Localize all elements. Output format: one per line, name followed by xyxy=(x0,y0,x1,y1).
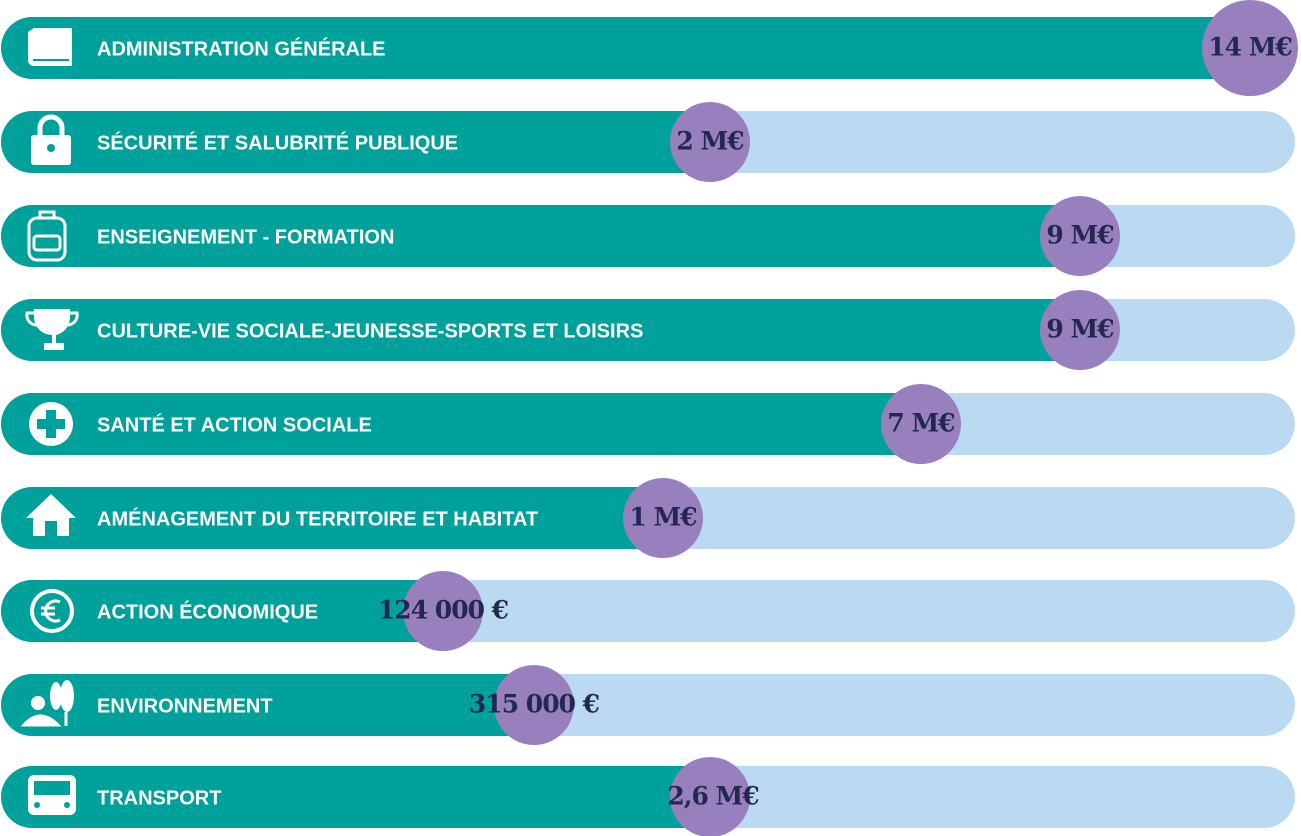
icon xyxy=(27,216,67,262)
amount-bubble xyxy=(1040,290,1120,370)
amount-bubble xyxy=(1040,196,1120,276)
row: TRANSPORT 2,6 M€ xyxy=(1,757,1295,836)
icon xyxy=(37,114,65,136)
icon xyxy=(26,494,76,536)
icon xyxy=(64,802,70,808)
icon xyxy=(45,521,57,536)
amount-bubble xyxy=(881,384,961,464)
amount-bubble xyxy=(670,102,750,182)
icon xyxy=(32,234,62,252)
amount-bubble xyxy=(403,571,483,651)
row: CULTURE-VIE SOCIALE-JEUNESSE-SPORTS ET L… xyxy=(1,290,1295,370)
row-label: AMÉNAGEMENT DU TERRITOIRE ET HABITAT xyxy=(97,507,538,530)
row: SÉCURITÉ ET SALUBRITÉ PUBLIQUE 2 M€ xyxy=(1,102,1295,182)
amount: 315 000 € xyxy=(469,690,600,719)
row: ACTION ÉCONOMIQUE 124 000 € xyxy=(1,571,1295,651)
row-label: SANTÉ ET ACTION SOCIALE xyxy=(97,413,372,436)
icon xyxy=(38,210,56,218)
amount: 14 M€ xyxy=(1208,33,1292,62)
amount-bubble xyxy=(623,478,703,558)
bar-fill xyxy=(1,17,1250,79)
icon xyxy=(28,28,72,66)
bar-fill xyxy=(1,487,663,549)
amount-bubble xyxy=(1202,0,1298,96)
amount: 7 M€ xyxy=(887,409,955,438)
amount: 124 000 € xyxy=(378,596,509,625)
row: ADMINISTRATION GÉNÉRALE 14 M€ xyxy=(1,0,1298,96)
row-label: SÉCURITÉ ET SALUBRITÉ PUBLIQUE xyxy=(97,131,458,154)
row-label: TRANSPORT xyxy=(97,787,221,809)
amount: 2 M€ xyxy=(676,127,744,156)
amount: 2,6 M€ xyxy=(667,782,759,811)
icon xyxy=(37,410,65,438)
icon xyxy=(30,589,74,633)
amount-bubble xyxy=(670,757,750,836)
icon xyxy=(31,696,45,710)
icon xyxy=(50,682,62,710)
icon xyxy=(20,712,68,727)
row: AMÉNAGEMENT DU TERRITOIRE ET HABITAT 1 M€ xyxy=(1,478,1295,558)
icon xyxy=(60,680,74,712)
icon xyxy=(31,114,71,165)
bar-fill xyxy=(1,393,921,455)
amount: 1 M€ xyxy=(629,503,697,532)
icon xyxy=(27,210,67,262)
icon xyxy=(47,144,55,152)
icon xyxy=(28,775,76,815)
icon xyxy=(26,494,76,536)
bar-fill xyxy=(1,205,1080,267)
icon xyxy=(34,309,71,350)
row-label: ENVIRONNEMENT xyxy=(97,695,273,717)
bar-fill xyxy=(1,766,710,828)
icon xyxy=(29,402,73,446)
bar-fill xyxy=(1,674,534,736)
amount: 9 M€ xyxy=(1046,315,1114,344)
row: SANTÉ ET ACTION SOCIALE 7 M€ xyxy=(1,384,1295,464)
row-label: ACTION ÉCONOMIQUE xyxy=(97,600,318,623)
icon xyxy=(34,781,70,795)
bar-fill xyxy=(1,580,443,642)
icon xyxy=(25,311,79,327)
row: ENSEIGNEMENT - FORMATION 9 M€ xyxy=(1,196,1295,276)
amount: 9 M€ xyxy=(1046,221,1114,250)
row: ENVIRONNEMENT 315 000 € xyxy=(1,665,1295,745)
icon xyxy=(41,599,61,623)
icon xyxy=(30,589,74,633)
row-label: ADMINISTRATION GÉNÉRALE xyxy=(97,37,386,60)
amount-bubble xyxy=(494,665,574,745)
icon xyxy=(20,680,74,727)
icon xyxy=(28,28,72,66)
bar-fill xyxy=(1,111,710,173)
row-label: CULTURE-VIE SOCIALE-JEUNESSE-SPORTS ET L… xyxy=(97,320,643,342)
row-label: ENSEIGNEMENT - FORMATION xyxy=(97,226,394,248)
bar-fill xyxy=(1,299,1080,361)
icon xyxy=(25,309,79,350)
icon xyxy=(34,802,40,808)
